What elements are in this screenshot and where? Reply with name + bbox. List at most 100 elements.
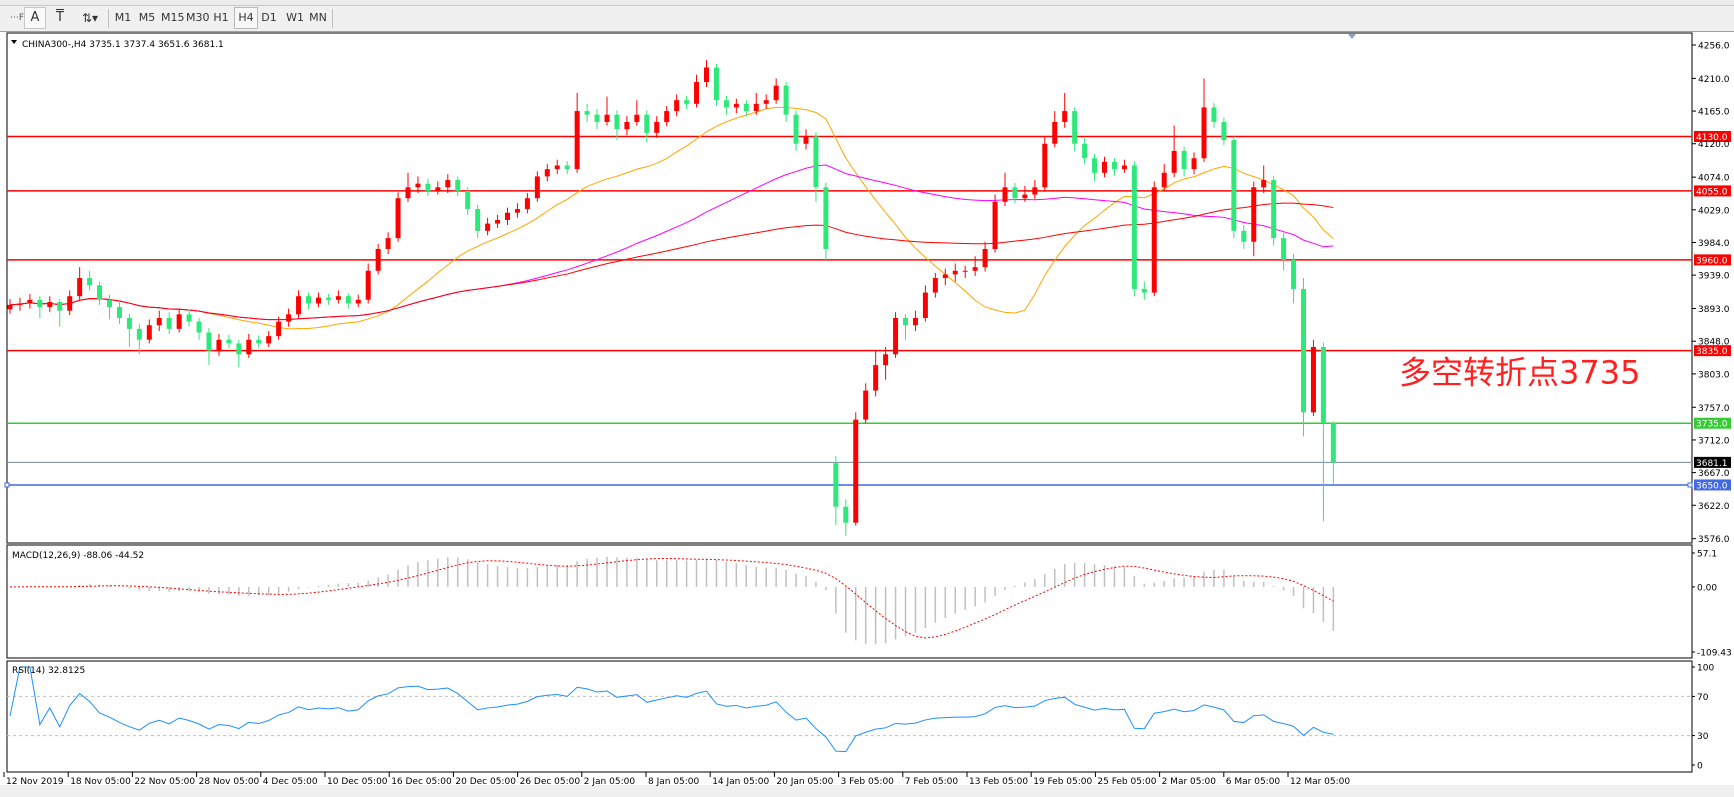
candle-body: [256, 339, 262, 344]
candle-body: [1251, 187, 1257, 242]
candle-body: [57, 302, 63, 311]
candle-body: [1330, 423, 1336, 463]
candle: [395, 192, 401, 242]
candle-body: [325, 297, 331, 300]
candle: [713, 63, 719, 106]
candle-body: [276, 321, 282, 337]
date-tick-label: 22 Nov 05:00: [134, 777, 195, 787]
collapse-triangle-icon[interactable]: [11, 40, 17, 44]
candle-body: [1271, 180, 1277, 239]
candle-body: [813, 136, 819, 188]
candle: [276, 316, 282, 340]
timeframe-h4[interactable]: H4: [234, 7, 258, 29]
candle: [833, 455, 839, 525]
timeframe-h1[interactable]: H1: [213, 11, 229, 24]
candle: [1201, 78, 1207, 162]
candle: [1032, 180, 1038, 199]
arrows-icon[interactable]: ⇅▾: [81, 11, 99, 25]
candle: [1062, 92, 1068, 128]
candle: [664, 105, 670, 127]
candle: [704, 60, 709, 88]
timeframe-mn[interactable]: MN: [309, 11, 327, 24]
candle: [743, 100, 749, 117]
candle-body: [972, 267, 978, 271]
candle: [37, 296, 43, 318]
candle: [634, 100, 640, 126]
timeframe-d1[interactable]: D1: [261, 11, 277, 24]
candle: [87, 270, 93, 291]
candle: [1012, 182, 1018, 204]
candle: [1301, 278, 1306, 437]
candle-body: [7, 304, 13, 310]
candle-body: [365, 270, 371, 300]
candle: [624, 116, 630, 136]
top-toolbar-row: [0, 0, 1734, 6]
candle: [853, 412, 859, 526]
date-tick-label: 8 Jan 05:00: [648, 777, 700, 787]
candle-body: [554, 165, 560, 170]
chart-shift-marker-icon[interactable]: [1348, 34, 1356, 39]
rsi-label: RSI(14) 32.8125: [12, 666, 85, 676]
candle: [594, 108, 600, 130]
timeframe-m1[interactable]: M1: [114, 11, 132, 24]
candle-body: [126, 317, 132, 329]
candle: [425, 178, 431, 197]
ma-fast-line: [9, 106, 1334, 330]
candle: [1281, 232, 1287, 271]
price-tag: [1694, 130, 1731, 142]
candle-body: [475, 209, 481, 231]
text-icon[interactable]: A: [24, 7, 46, 29]
candle-body: [1151, 187, 1157, 293]
candle: [1241, 225, 1247, 250]
timeframe-m5[interactable]: M5: [138, 11, 156, 24]
candle-body: [296, 296, 302, 315]
candle-body: [1111, 161, 1117, 170]
candle: [644, 110, 650, 143]
candle: [455, 176, 461, 197]
date-tick-label: 2 Jan 05:00: [584, 777, 636, 787]
candle-body: [196, 321, 202, 333]
grid-f-icon[interactable]: ⋯F: [9, 13, 25, 23]
candle-body: [1231, 140, 1237, 231]
candle: [524, 193, 530, 214]
timeframe-w1[interactable]: W1: [286, 11, 304, 24]
candle: [922, 285, 928, 322]
candle-body: [803, 136, 809, 144]
price-tag-label: 3681.1: [1696, 459, 1728, 469]
price-tag: [1694, 456, 1731, 468]
candle-body: [1221, 121, 1227, 141]
date-tick-label: 6 Mar 05:00: [1226, 777, 1281, 787]
timeframe-m15[interactable]: M15: [161, 11, 185, 24]
candle-body: [1002, 187, 1008, 202]
macd-tick-label: -109.43: [1697, 649, 1732, 659]
candle: [1111, 158, 1117, 176]
candle: [574, 92, 580, 173]
candle-body: [246, 339, 252, 355]
candle-body: [485, 223, 491, 231]
candle: [972, 256, 978, 276]
candle-body: [1211, 107, 1217, 122]
candle: [1052, 111, 1058, 148]
candle-body: [465, 190, 471, 210]
candle: [266, 331, 272, 348]
timeframe-m30[interactable]: M30: [186, 11, 210, 24]
price-tag: [1694, 417, 1731, 429]
rsi-tick-label: 0: [1697, 762, 1703, 772]
candle-body: [186, 314, 192, 322]
candle-body: [445, 180, 451, 188]
candle: [256, 335, 262, 349]
candle-body: [584, 111, 590, 115]
candle: [405, 172, 411, 202]
candle: [783, 82, 789, 122]
candle: [773, 78, 779, 104]
candle: [435, 181, 441, 195]
candle: [893, 312, 899, 358]
text-label-icon[interactable]: T: [56, 10, 64, 25]
candle-body: [1241, 230, 1247, 242]
candle-body: [893, 317, 899, 355]
candle-body: [962, 270, 968, 272]
candle-body: [315, 297, 321, 304]
candle: [27, 294, 33, 309]
candle-body: [644, 114, 650, 133]
